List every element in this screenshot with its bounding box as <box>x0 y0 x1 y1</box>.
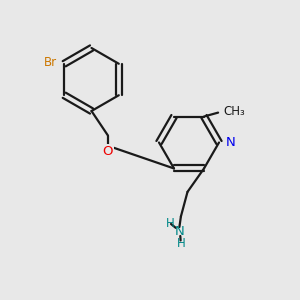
Text: H: H <box>165 217 174 230</box>
Text: CH₃: CH₃ <box>224 105 245 118</box>
Text: N: N <box>226 136 236 149</box>
Text: N: N <box>175 225 184 238</box>
Text: O: O <box>103 145 113 158</box>
Text: H: H <box>176 237 185 250</box>
Text: Br: Br <box>44 56 57 69</box>
